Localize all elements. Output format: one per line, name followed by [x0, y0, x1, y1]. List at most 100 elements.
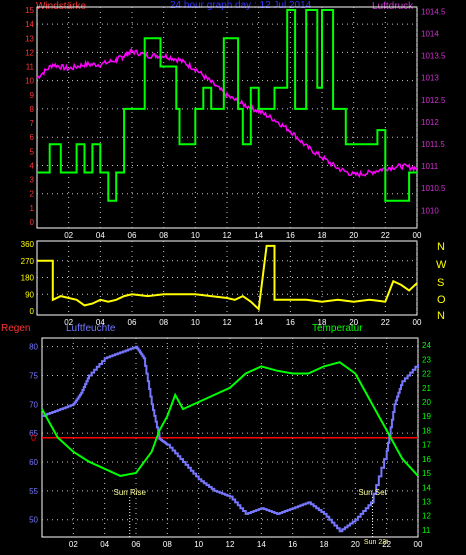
wind-tick-label: 15 — [25, 6, 34, 15]
wind-tick-label: 5 — [30, 147, 35, 156]
temperature-tick-label: 21 — [422, 384, 431, 393]
x-tick-label: 14 — [257, 540, 266, 549]
wind-tick-label: 0 — [30, 218, 35, 227]
x-tick-label: 04 — [96, 231, 105, 240]
pressure-series-line — [36, 47, 418, 179]
x-tick-label: 10 — [191, 318, 200, 327]
wind-tick-label: 4 — [30, 161, 35, 170]
x-tick-label: 12 — [223, 231, 232, 240]
x-tick-label: 08 — [159, 318, 168, 327]
temperature-axis-title: Temperatur — [312, 323, 363, 334]
temperature-tick-label: 16 — [422, 455, 431, 464]
pressure-axis-ticks: 1010 1010.5 1011 1011.5 1012 1012.5 1013 1013.5… — [421, 7, 446, 215]
rain-value-label: 0 — [31, 433, 36, 443]
x-tick-label: 16 — [288, 540, 297, 549]
wind-tick-label: 3 — [30, 176, 35, 185]
x-tick-label: 16 — [286, 318, 295, 327]
direction-tick-label: 270 — [21, 257, 35, 266]
pressure-tick-label: 1013.5 — [421, 52, 446, 61]
x-tick-label: 04 — [100, 540, 109, 549]
temperature-tick-label: 17 — [422, 441, 431, 450]
temperature-tick-label: 13 — [422, 497, 431, 506]
temperature-tick-label: 23 — [422, 355, 431, 364]
humidity-tick-label: 75 — [29, 371, 38, 380]
wind-tick-label: 13 — [25, 34, 34, 43]
x-tick-label: 18 — [318, 318, 327, 327]
x-tick-label: 08 — [159, 231, 168, 240]
humidity-tick-label: 65 — [29, 429, 38, 438]
sunrise-label: Sun Rise — [113, 488, 146, 497]
wind-direction-series-line — [37, 244, 418, 312]
wind-tick-label: 6 — [30, 133, 35, 142]
x-tick-label: 00 — [413, 231, 422, 240]
wind-tick-label: 10 — [25, 77, 34, 86]
sunset-label: Sun Set — [358, 488, 387, 497]
x-tick-label: 04 — [96, 318, 105, 327]
pressure-tick-label: 1010 — [421, 206, 439, 215]
temperature-tick-label: 19 — [422, 412, 431, 421]
x-tick-label: 00 — [413, 318, 422, 327]
humidity-tick-label: 80 — [29, 343, 38, 352]
sunset-time-overlap-label: Sun 22t — [364, 539, 388, 546]
x-tick-label: 18 — [320, 540, 329, 549]
wind-series-line — [37, 9, 417, 202]
x-tick-label: 20 — [349, 318, 358, 327]
temperature-tick-label: 11 — [422, 526, 431, 535]
compass-label-n-top: N — [437, 241, 445, 253]
wind-tick-label: 9 — [30, 91, 35, 100]
x-tick-label: 22 — [381, 318, 390, 327]
rain-axis-title: Regen — [1, 323, 30, 334]
temperature-tick-label: 15 — [422, 469, 431, 478]
pressure-tick-label: 1011.5 — [421, 140, 445, 149]
x-tick-label: 10 — [191, 231, 200, 240]
x-tick-label: 14 — [254, 231, 263, 240]
temperature-tick-label: 14 — [422, 483, 431, 492]
pressure-tick-label: 1012 — [421, 118, 439, 127]
x-tick-label: 20 — [349, 231, 358, 240]
temperature-axis-ticks: 11 12 13 14 15 16 17 18 19 20 21 22 23 24 — [422, 341, 431, 535]
temperature-series-line — [41, 361, 419, 477]
x-tick-label: 20 — [351, 540, 360, 549]
humidity-tick-label: 70 — [29, 400, 38, 409]
x-tick-label: 22 — [382, 540, 391, 549]
compass-label-s: S — [437, 277, 444, 289]
direction-tick-label: 0 — [30, 307, 35, 316]
direction-tick-label: 90 — [25, 290, 34, 299]
pressure-tick-label: 1013 — [421, 74, 439, 83]
compass-label-w: W — [436, 259, 447, 271]
direction-tick-label: 360 — [21, 240, 35, 249]
compass-label-n-bottom: N — [437, 310, 445, 322]
x-tick-label: 14 — [254, 318, 263, 327]
humidity-axis-title: Luftfeuchte — [66, 323, 116, 334]
x-tick-label: 02 — [64, 231, 73, 240]
x-tick-label: 12 — [226, 540, 235, 549]
humidity-axis-ticks: 50 55 60 65 70 75 80 — [29, 343, 38, 525]
wind-tick-label: 7 — [30, 119, 35, 128]
pressure-tick-label: 1012.5 — [421, 96, 446, 105]
wind-tick-label: 11 — [26, 63, 35, 72]
humidity-temperature-x-ticks: 02 04 06 08 10 12 14 16 18 20 22 00 — [69, 540, 423, 549]
wind-pressure-grid — [37, 7, 418, 228]
wind-direction-x-ticks: 02 04 06 08 10 12 14 16 18 20 22 00 — [64, 318, 422, 327]
humidity-tick-label: 60 — [29, 458, 38, 467]
wind-tick-label: 12 — [25, 48, 34, 57]
pressure-tick-label: 1011 — [421, 162, 439, 171]
x-tick-label: 12 — [223, 318, 232, 327]
x-tick-label: 18 — [318, 231, 327, 240]
wind-tick-label: 8 — [30, 105, 35, 114]
x-tick-label: 16 — [286, 231, 295, 240]
temperature-tick-label: 18 — [422, 426, 431, 435]
wind-tick-label: 2 — [30, 190, 35, 199]
pressure-tick-label: 1014.5 — [421, 7, 446, 16]
x-tick-label: 10 — [194, 540, 203, 549]
x-tick-label: 02 — [64, 318, 73, 327]
wind-direction-axis-ticks: 0 90 180 270 360 — [21, 240, 35, 316]
temperature-tick-label: 22 — [422, 370, 431, 379]
x-tick-label: 02 — [69, 540, 78, 549]
humidity-series-line — [42, 345, 419, 533]
x-tick-label: 08 — [163, 540, 172, 549]
wind-tick-label: 14 — [25, 20, 34, 29]
x-tick-label: 06 — [128, 231, 137, 240]
